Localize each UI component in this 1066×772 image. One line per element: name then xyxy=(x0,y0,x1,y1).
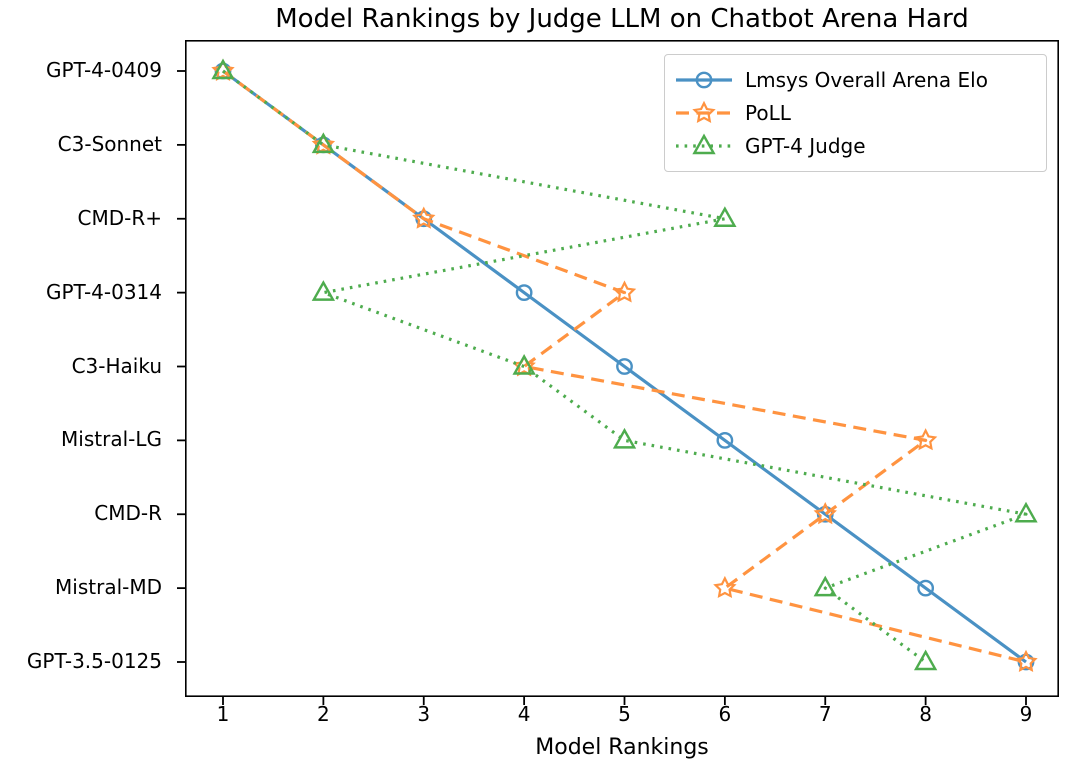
x-tick-label: 3 xyxy=(417,702,431,726)
star-marker xyxy=(692,100,716,123)
plot-area xyxy=(177,40,1060,705)
triangle-marker xyxy=(692,133,716,155)
circle-marker xyxy=(515,284,533,302)
legend-star-line-swatch-icon xyxy=(675,100,733,125)
legend-item: Lmsys Overall Arena Elo xyxy=(675,68,1040,92)
legend-label: PoLL xyxy=(745,101,791,125)
x-tick-label: 5 xyxy=(618,702,631,726)
star-marker xyxy=(412,206,436,229)
x-tick-label: 8 xyxy=(919,702,932,726)
y-tick-label: CMD-R xyxy=(94,501,162,526)
chart-title: Model Rankings by Judge LLM on Chatbot A… xyxy=(275,4,969,34)
x-axis-title: Model Rankings xyxy=(535,735,709,760)
y-tick-label: GPT-4-0314 xyxy=(46,279,162,304)
star-marker xyxy=(512,354,536,377)
triangle-marker xyxy=(512,354,536,375)
legend-label: GPT-4 Judge xyxy=(745,134,866,158)
triangle-marker xyxy=(713,206,737,227)
legend: Lmsys Overall Arena Elo PoLL GPT-4 Judge xyxy=(664,54,1047,172)
x-tick-label: 4 xyxy=(517,702,531,726)
circle-marker xyxy=(616,358,633,375)
star-marker xyxy=(913,428,938,451)
star-marker xyxy=(713,575,737,599)
star-marker xyxy=(311,132,336,155)
triangle-marker xyxy=(813,575,837,597)
star-marker xyxy=(1014,649,1038,672)
x-tick-label: 6 xyxy=(718,702,732,726)
triangle-marker xyxy=(1014,501,1038,523)
legend-label: Lmsys Overall Arena Elo xyxy=(745,68,988,92)
series-line-poll xyxy=(222,69,1027,664)
x-tick-label: 2 xyxy=(317,702,330,726)
x-tick-label: 1 xyxy=(216,702,230,726)
circle-marker xyxy=(716,431,734,449)
y-tick-label: Mistral-LG xyxy=(61,427,162,452)
circle-marker xyxy=(917,579,935,597)
x-tick-label: 7 xyxy=(818,702,832,726)
triangle-marker xyxy=(311,132,336,154)
legend-triangle-line-swatch-icon xyxy=(675,133,733,158)
x-tick-label: 9 xyxy=(1019,702,1033,726)
star-marker xyxy=(813,501,837,525)
triangle-marker xyxy=(612,427,637,449)
legend-item: GPT-4 Judge xyxy=(675,133,1040,158)
circle-marker xyxy=(695,71,713,89)
y-tick-label: Mistral-MD xyxy=(55,575,162,600)
triangle-marker xyxy=(211,58,235,80)
legend-item: PoLL xyxy=(675,100,1040,125)
y-tick-label: GPT-4-0409 xyxy=(46,58,162,82)
y-tick-label: GPT-3.5-0125 xyxy=(26,649,162,673)
y-tick-label: CMD-R+ xyxy=(77,205,163,230)
y-tick-label: C3-Sonnet xyxy=(57,131,162,156)
legend-circle-line-swatch-icon xyxy=(675,68,733,92)
star-marker xyxy=(612,280,637,303)
triangle-marker xyxy=(913,649,938,671)
plot-border xyxy=(185,40,1060,698)
y-tick-label: C3-Haiku xyxy=(71,353,162,378)
triangle-marker xyxy=(311,280,336,301)
star-marker xyxy=(211,58,235,81)
